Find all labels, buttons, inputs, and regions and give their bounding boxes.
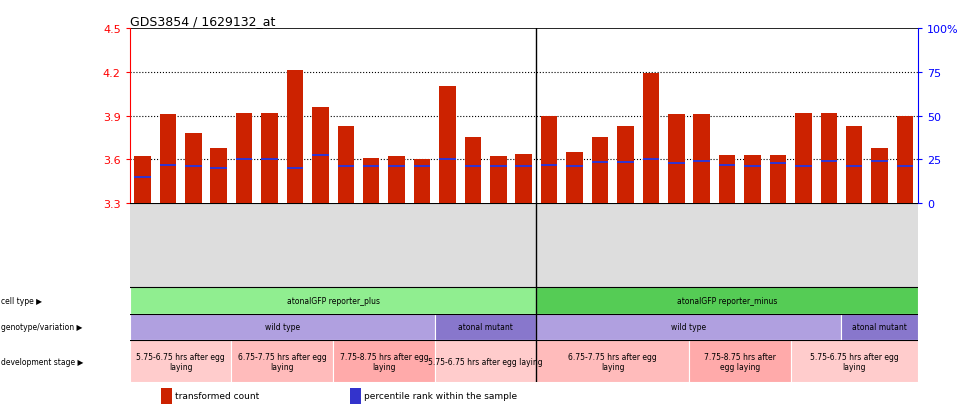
Bar bbox=[668, 115, 684, 204]
Bar bbox=[130, 287, 536, 314]
Bar bbox=[333, 340, 434, 382]
Text: genotype/variation ▶: genotype/variation ▶ bbox=[1, 323, 83, 332]
Bar bbox=[846, 166, 862, 168]
Bar bbox=[490, 166, 506, 168]
Bar bbox=[821, 160, 837, 162]
Bar bbox=[821, 114, 837, 204]
Bar bbox=[515, 166, 532, 168]
Bar bbox=[536, 287, 918, 314]
Bar bbox=[312, 107, 329, 204]
Bar bbox=[388, 166, 405, 168]
Bar bbox=[744, 156, 761, 204]
Text: cell type ▶: cell type ▶ bbox=[1, 296, 42, 305]
Bar bbox=[465, 138, 481, 204]
Bar bbox=[185, 134, 202, 204]
Bar bbox=[261, 114, 278, 204]
Bar bbox=[135, 157, 151, 204]
Bar bbox=[566, 166, 582, 168]
Text: atonalGFP reporter_plus: atonalGFP reporter_plus bbox=[286, 296, 380, 305]
Text: development stage ▶: development stage ▶ bbox=[1, 357, 84, 366]
Bar bbox=[617, 161, 633, 164]
Bar bbox=[185, 166, 202, 168]
Bar bbox=[643, 74, 659, 204]
Bar bbox=[434, 314, 536, 340]
Bar bbox=[897, 166, 913, 168]
Bar bbox=[872, 160, 888, 162]
Bar bbox=[490, 157, 506, 204]
Bar bbox=[541, 164, 557, 166]
Bar bbox=[210, 167, 227, 169]
Bar bbox=[388, 157, 405, 204]
Bar bbox=[414, 166, 431, 168]
Bar bbox=[795, 166, 812, 168]
Bar bbox=[744, 166, 761, 168]
Bar bbox=[872, 148, 888, 204]
Bar bbox=[235, 114, 253, 204]
Bar bbox=[592, 161, 608, 164]
Text: 6.75-7.75 hrs after egg
laying: 6.75-7.75 hrs after egg laying bbox=[568, 352, 657, 371]
Text: wild type: wild type bbox=[672, 323, 706, 332]
Text: percentile rank within the sample: percentile rank within the sample bbox=[364, 391, 517, 400]
Bar bbox=[770, 156, 786, 204]
Bar bbox=[694, 160, 710, 162]
Bar bbox=[337, 166, 354, 168]
Bar bbox=[643, 159, 659, 161]
Bar bbox=[592, 138, 608, 204]
Bar bbox=[130, 340, 232, 382]
Bar bbox=[719, 164, 735, 166]
Bar bbox=[312, 154, 329, 157]
Text: GDS3854 / 1629132_at: GDS3854 / 1629132_at bbox=[130, 15, 275, 28]
Bar bbox=[363, 159, 380, 204]
Bar bbox=[689, 340, 791, 382]
Bar bbox=[795, 114, 812, 204]
Bar bbox=[286, 71, 304, 204]
Bar bbox=[439, 159, 456, 161]
Text: atonal mutant: atonal mutant bbox=[852, 323, 907, 332]
Bar bbox=[617, 126, 633, 204]
Bar bbox=[846, 126, 862, 204]
Text: transformed count: transformed count bbox=[175, 391, 259, 400]
Text: 7.75-8.75 hrs after egg
laying: 7.75-8.75 hrs after egg laying bbox=[339, 352, 429, 371]
Text: atonal mutant: atonal mutant bbox=[458, 323, 513, 332]
Text: wild type: wild type bbox=[264, 323, 300, 332]
Bar bbox=[536, 340, 689, 382]
Bar bbox=[791, 340, 918, 382]
Bar bbox=[286, 167, 304, 169]
Bar bbox=[414, 160, 431, 204]
Bar bbox=[536, 314, 842, 340]
Bar bbox=[351, 387, 360, 404]
Text: 7.75-8.75 hrs after
egg laying: 7.75-8.75 hrs after egg laying bbox=[703, 352, 776, 371]
Bar bbox=[897, 116, 913, 204]
Bar bbox=[130, 314, 434, 340]
Bar bbox=[668, 163, 684, 165]
Bar bbox=[719, 156, 735, 204]
Bar bbox=[160, 115, 176, 204]
Text: 5.75-6.75 hrs after egg
laying: 5.75-6.75 hrs after egg laying bbox=[810, 352, 899, 371]
Text: atonalGFP reporter_minus: atonalGFP reporter_minus bbox=[677, 296, 777, 305]
Text: 6.75-7.75 hrs after egg
laying: 6.75-7.75 hrs after egg laying bbox=[238, 352, 327, 371]
Bar bbox=[434, 340, 536, 382]
Bar bbox=[515, 154, 532, 204]
Bar bbox=[135, 177, 151, 179]
Bar bbox=[232, 340, 333, 382]
Bar bbox=[842, 314, 918, 340]
Bar bbox=[566, 153, 582, 204]
Bar bbox=[465, 166, 481, 168]
Text: 5.75-6.75 hrs after egg
laying: 5.75-6.75 hrs after egg laying bbox=[136, 352, 225, 371]
Bar bbox=[235, 159, 253, 161]
Bar bbox=[337, 126, 354, 204]
Text: 5.75-6.75 hrs after egg laying: 5.75-6.75 hrs after egg laying bbox=[429, 357, 543, 366]
Bar bbox=[363, 166, 380, 168]
Bar bbox=[161, 387, 171, 404]
Bar bbox=[439, 87, 456, 204]
Bar bbox=[694, 115, 710, 204]
Bar bbox=[160, 164, 176, 166]
Bar bbox=[210, 148, 227, 204]
Bar bbox=[541, 116, 557, 204]
Bar bbox=[770, 163, 786, 165]
Bar bbox=[261, 159, 278, 161]
